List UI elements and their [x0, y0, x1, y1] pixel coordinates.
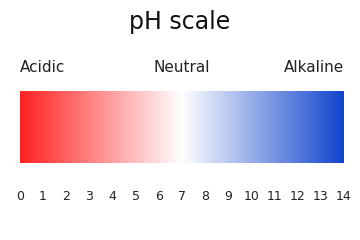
Text: 0: 0: [16, 190, 24, 203]
Text: 9: 9: [224, 190, 232, 203]
Text: Neutral: Neutral: [154, 60, 210, 75]
Text: 5: 5: [131, 190, 140, 203]
Text: 8: 8: [201, 190, 209, 203]
Text: 13: 13: [313, 190, 329, 203]
Text: 1: 1: [39, 190, 47, 203]
Text: Acidic: Acidic: [20, 60, 65, 75]
Text: 10: 10: [243, 190, 259, 203]
Text: 11: 11: [266, 190, 282, 203]
Text: 12: 12: [290, 190, 305, 203]
Text: pH scale: pH scale: [129, 10, 231, 34]
Text: 7: 7: [178, 190, 186, 203]
Text: 6: 6: [155, 190, 163, 203]
Text: 2: 2: [62, 190, 70, 203]
Text: 14: 14: [336, 190, 352, 203]
Text: 3: 3: [85, 190, 93, 203]
Text: 4: 4: [108, 190, 116, 203]
Text: Alkaline: Alkaline: [284, 60, 344, 75]
